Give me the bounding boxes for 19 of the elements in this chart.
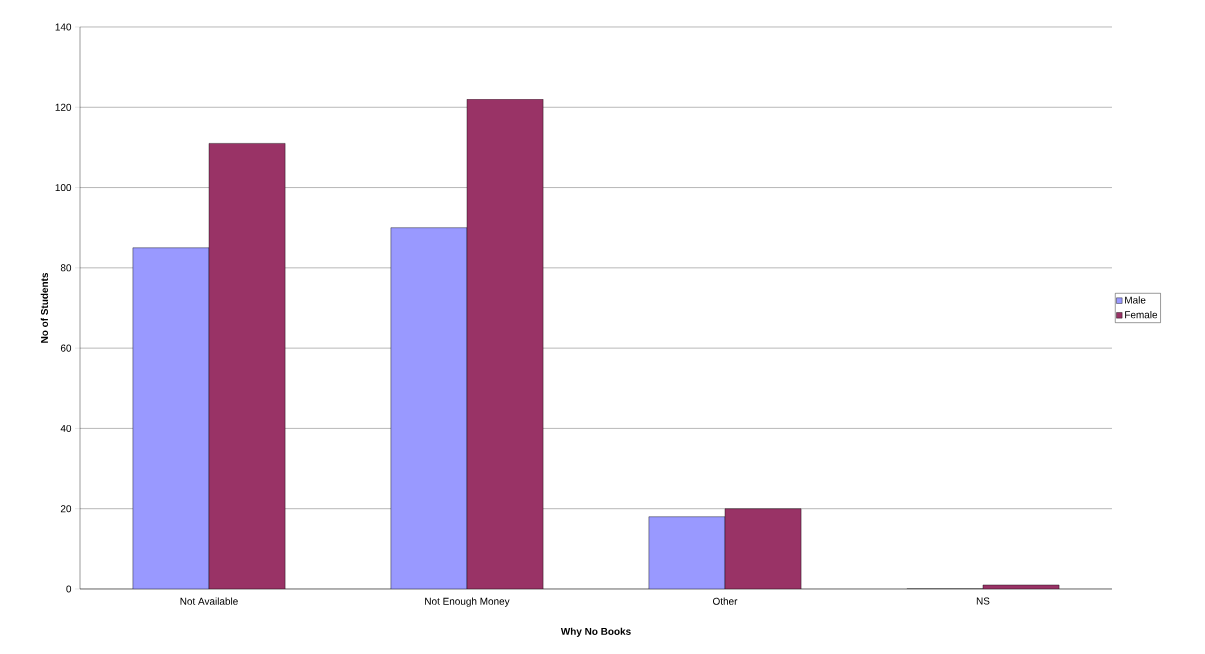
bar: [390, 227, 467, 589]
y-tick-label: 140: [55, 23, 72, 31]
legend-label: Female: [1125, 310, 1158, 319]
bar: [648, 516, 725, 589]
y-tick-label: 60: [60, 344, 72, 352]
x-tick-label: NS: [976, 597, 990, 605]
x-tick-label: Not Enough Money: [425, 597, 510, 607]
y-axis-title: No of Students: [40, 272, 49, 343]
y-tick-label: 0: [66, 585, 72, 593]
legend-label: Male: [1125, 296, 1146, 304]
y-tick-label: 120: [55, 103, 72, 111]
y-tick-label: 40: [60, 424, 72, 432]
x-tick-label: Other: [713, 597, 738, 605]
y-tick-label: 20: [60, 505, 72, 513]
x-axis-title: Why No Books: [560, 627, 631, 637]
bar: [132, 247, 209, 589]
y-tick-label: 100: [55, 184, 72, 192]
x-tick-label: Not Available: [180, 597, 238, 605]
y-tick-label: 80: [60, 264, 72, 272]
